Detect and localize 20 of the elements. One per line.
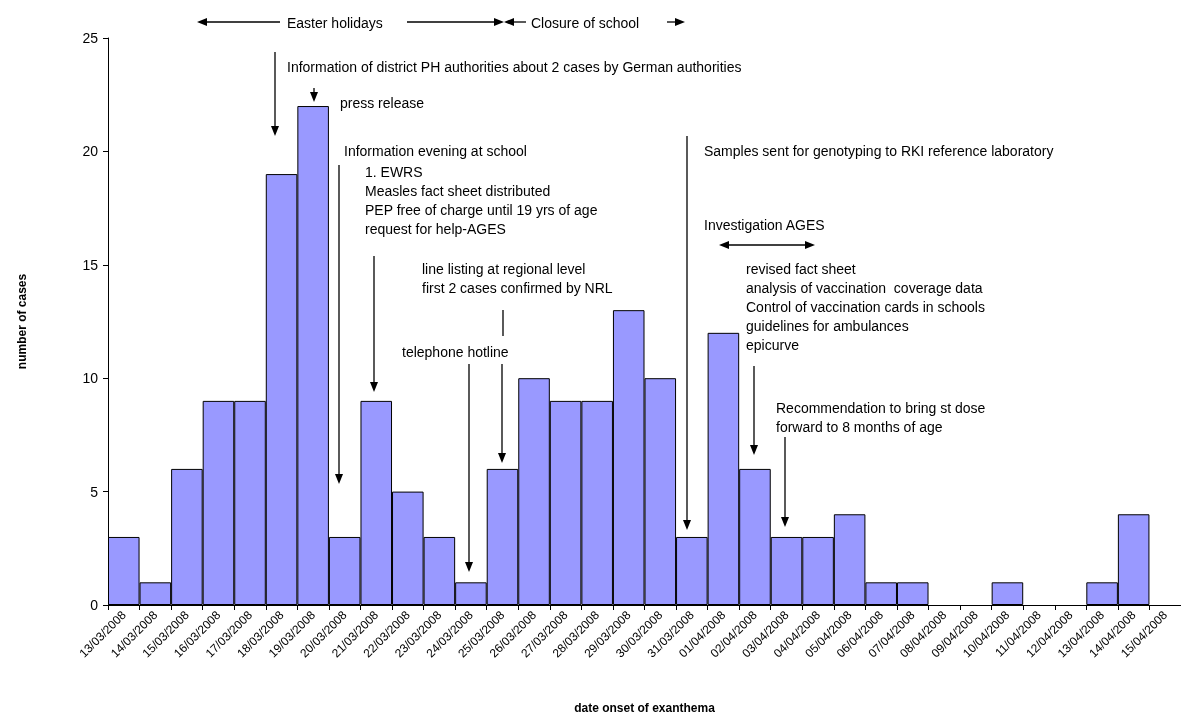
annotation: Information of district PH authorities about 2 cases by German authorities — [287, 58, 742, 75]
annotation: press release — [340, 94, 425, 111]
y-tick-label: 20 — [82, 143, 99, 160]
annotation: Investigation AGES — [704, 216, 825, 233]
y-tick-label: 5 — [90, 483, 99, 500]
annotation: telephone hotline — [402, 343, 509, 360]
y-axis-title: number of cases — [15, 273, 29, 370]
y-tick-label: 25 — [82, 30, 99, 46]
annotation: revised fact sheet analysis of vaccination coverage data Control of vaccination cards in schools guidelines for ambulances epicurve — [746, 260, 985, 353]
annotation: Information evening at school — [344, 142, 527, 159]
annotation: Samples sent for genotyping to RKI reference laboratory — [704, 142, 1054, 159]
text: Easter holidays — [287, 14, 383, 31]
y-tick-label: 10 — [82, 370, 99, 387]
annotation: 1. EWRS Measles fact sheet distributed PEP free of charge until 19 yrs of age request for help-AGES — [365, 163, 598, 237]
x-axis-title: date onset of exanthema — [574, 701, 716, 715]
annotation: line listing at regional level first 2 cases confirmed by NRL — [422, 260, 613, 296]
annotation: Recommendation to bring st dose forward to 8 months of age — [776, 399, 986, 435]
y-tick-label: 15 — [82, 256, 99, 273]
text: Closure of school — [531, 14, 640, 31]
y-tick-label: 0 — [90, 597, 99, 613]
